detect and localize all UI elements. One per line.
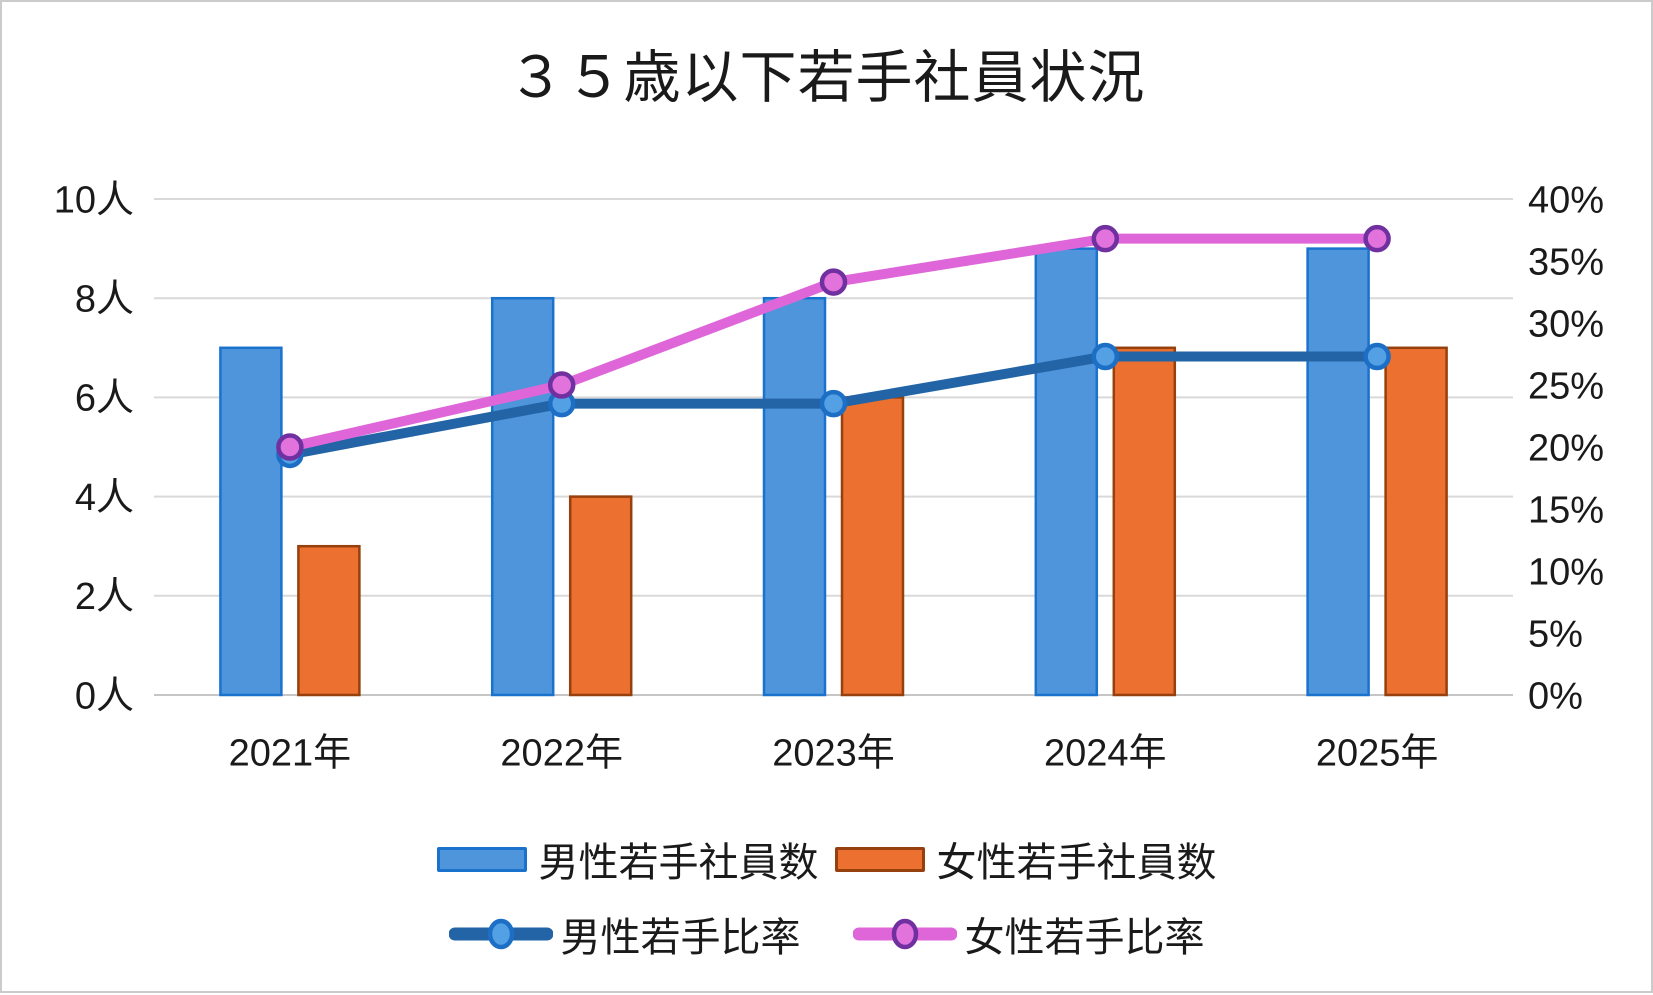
legend-item-male-line: 男性若手比率 [448, 905, 801, 963]
bar-male-2021年 [219, 346, 283, 697]
right-axis-tick-label: 0% [1528, 675, 1583, 717]
bar-male-2022年 [490, 296, 555, 697]
legend-female-line-marker [891, 918, 918, 950]
legend-swatch-female-bars-icon [834, 846, 925, 872]
right-axis-tick-label: 15% [1528, 489, 1604, 531]
legend-label-male-bars: 男性若手社員数 [538, 841, 819, 885]
x-axis-category-label: 2023年 [772, 732, 895, 774]
bar-female-2022年 [568, 495, 633, 697]
bar-male-2025年 [1306, 247, 1370, 697]
bar-male-2024年 [1034, 247, 1099, 697]
chart-title: ３５歳以下若手社員状況 [507, 46, 1146, 110]
right-axis-tick-label: 40% [1528, 179, 1604, 221]
left-axis-tick-label: 4人 [75, 477, 134, 519]
right-axis-tick-label: 30% [1528, 303, 1604, 345]
bar-female-2023年 [840, 396, 905, 697]
female-ratio-marker-2021年 [276, 433, 304, 461]
bar-female-2024年 [1112, 346, 1177, 697]
female-ratio-marker-2022年 [547, 371, 576, 399]
male-ratio-marker-2025年 [1363, 342, 1391, 371]
male-ratio-marker-2023年 [819, 389, 848, 418]
legend-row-bars: 男性若手社員数 女性若手社員数 [2, 830, 1651, 888]
bar-female-2021年 [297, 544, 361, 697]
legend-label-female-line: 女性若手比率 [964, 916, 1205, 960]
x-axis-category-label: 2022年 [500, 732, 623, 774]
right-axis-tick-label: 20% [1528, 427, 1604, 469]
male-ratio-marker-2024年 [1091, 342, 1120, 371]
right-axis-tick-label: 5% [1528, 613, 1583, 655]
x-axis-category-label: 2024年 [1044, 732, 1167, 774]
female-ratio-marker-2024年 [1091, 224, 1120, 253]
legend-item-female-line: 女性若手比率 [852, 905, 1205, 963]
female-ratio-marker-2025年 [1363, 224, 1391, 253]
left-axis-tick-label: 2人 [75, 576, 134, 618]
bar-female-2025年 [1384, 346, 1448, 697]
legend-label-female-bars: 女性若手社員数 [936, 841, 1217, 885]
left-axis-tick-label: 0人 [75, 675, 134, 717]
legend-male-line-marker [487, 918, 514, 950]
left-axis-tick-label: 8人 [75, 279, 134, 321]
left-axis-tick-label: 10人 [54, 179, 134, 221]
legend-swatch-male-bars-icon [436, 846, 527, 872]
legend-item-female-bars: 女性若手社員数 [834, 830, 1217, 888]
legend-swatch-male-line-icon [448, 918, 553, 950]
x-axis-category-label: 2021年 [229, 732, 352, 774]
right-axis-tick-label: 10% [1528, 551, 1604, 593]
female-ratio-marker-2023年 [819, 268, 848, 296]
right-axis-tick-label: 35% [1528, 241, 1604, 283]
right-axis-tick-label: 25% [1528, 365, 1604, 407]
legend-label-male-line: 男性若手比率 [560, 916, 801, 960]
left-axis-tick-label: 6人 [75, 378, 134, 420]
x-axis-category-label: 2025年 [1316, 732, 1439, 774]
legend-swatch-female-line-icon [852, 918, 957, 950]
bar-male-2023年 [762, 296, 827, 697]
legend-item-male-bars: 男性若手社員数 [436, 830, 819, 888]
legend-row-lines: 男性若手比率 女性若手比率 [2, 905, 1651, 963]
